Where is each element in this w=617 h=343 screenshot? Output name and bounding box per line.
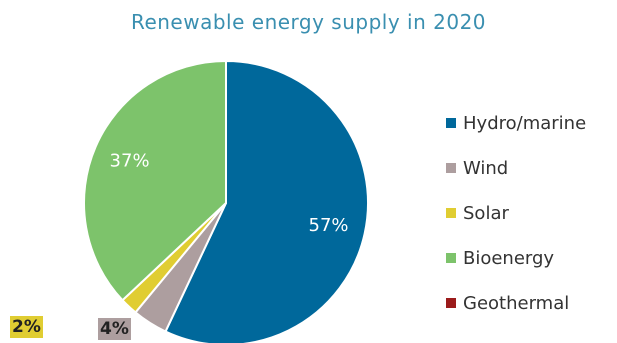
legend-item-wind: Wind: [446, 157, 586, 179]
pie-slice-bioenergy: [83, 59, 227, 302]
legend-item-bioenergy: Bioenergy: [446, 247, 586, 269]
legend-swatch-wind: [446, 163, 456, 173]
legend-item-geothermal: Geothermal: [446, 292, 586, 314]
pie-slice-hydro-marine: [164, 59, 369, 343]
legend-label: Solar: [463, 202, 509, 224]
data-label-solar: 2%: [10, 316, 43, 338]
data-label-bioenergy: 37%: [110, 150, 150, 171]
legend: Hydro/marine Wind Solar Bioenergy Geothe…: [446, 112, 586, 337]
legend-label: Geothermal: [463, 292, 570, 314]
legend-label: Wind: [463, 157, 509, 179]
legend-swatch-bioenergy: [446, 253, 456, 263]
data-label-hydro-marine: 57%: [309, 215, 349, 236]
legend-label: Bioenergy: [463, 247, 555, 269]
legend-swatch-geothermal: [446, 298, 456, 308]
legend-label: Hydro/marine: [463, 112, 587, 134]
legend-swatch-solar: [446, 208, 456, 218]
chart-title: Renewable energy supply in 2020: [130, 10, 487, 34]
legend-item-hydro-marine: Hydro/marine: [446, 112, 586, 134]
legend-swatch-hydro-marine: [446, 118, 456, 128]
data-label-wind: 4%: [98, 318, 131, 340]
legend-item-solar: Solar: [446, 202, 586, 224]
